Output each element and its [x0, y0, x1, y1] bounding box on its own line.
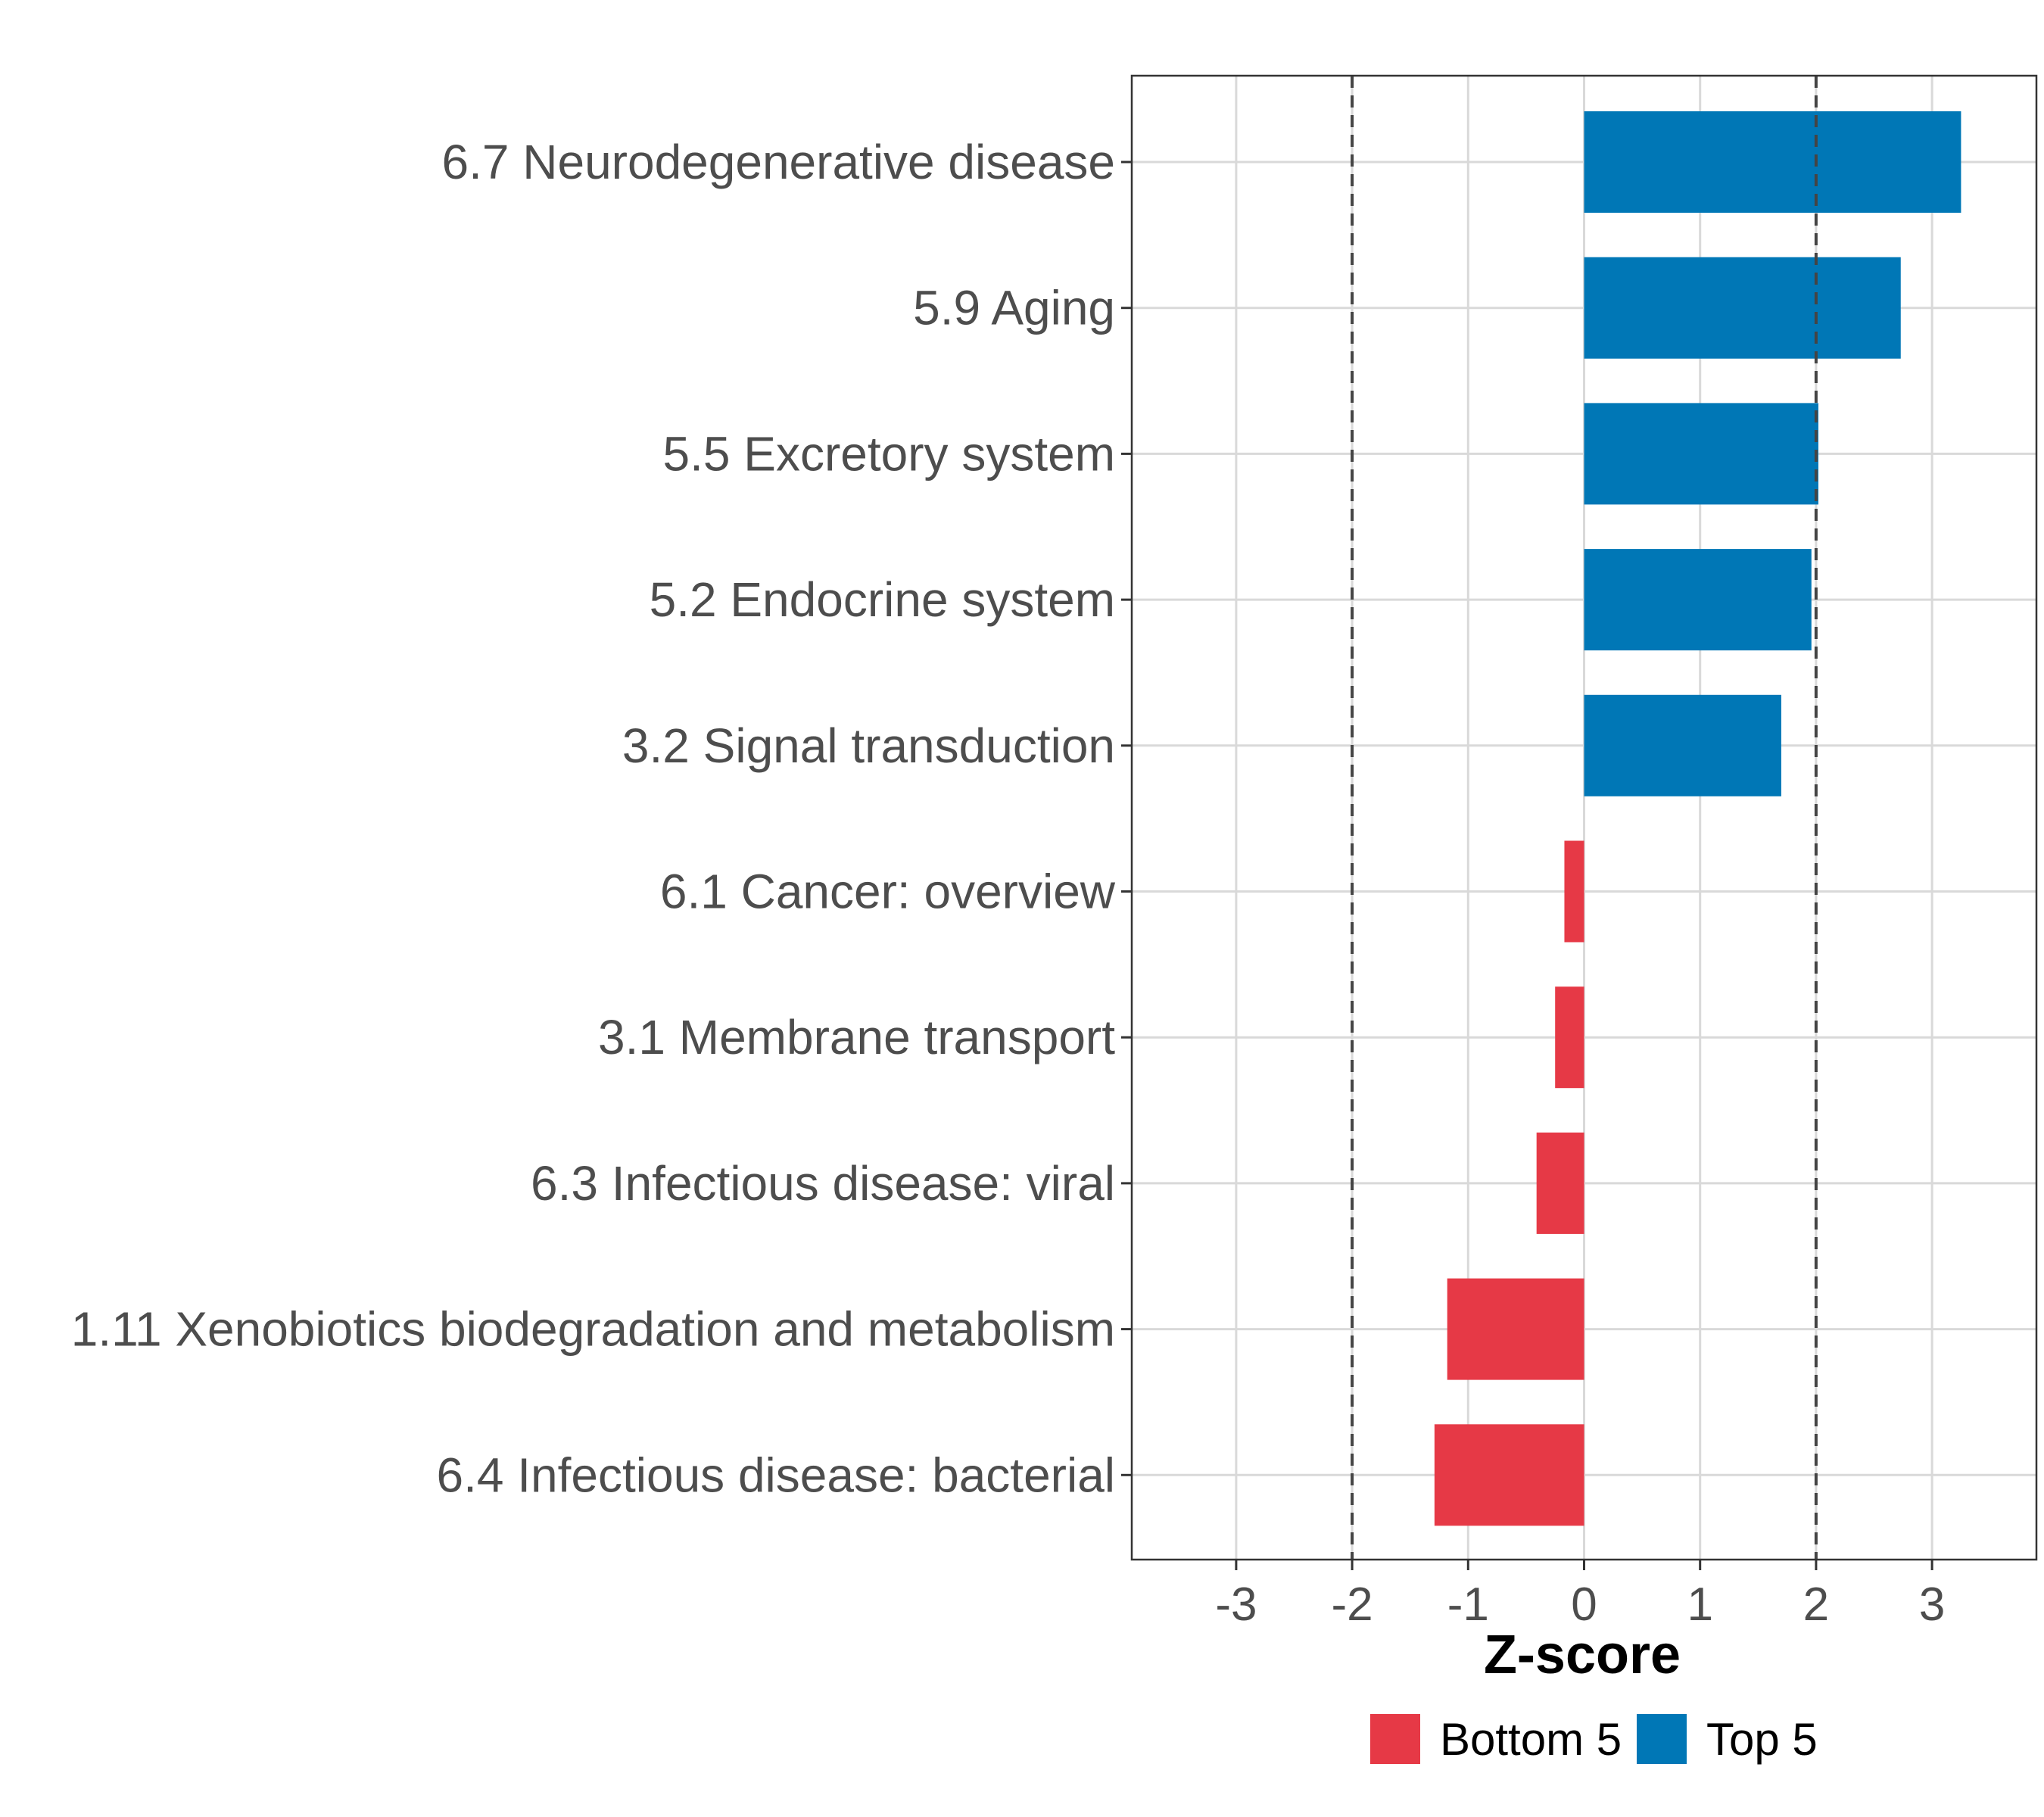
threshold-lines: [1351, 76, 1818, 1560]
x-tick-label: -2: [1332, 1579, 1373, 1631]
category-label: 3.1 Membrane transport: [598, 1010, 1115, 1064]
bar: [1434, 1424, 1584, 1526]
legend: Bottom 5 Top 5: [1370, 1714, 1818, 1765]
y-axis: 6.7 Neurodegenerative disease 5.9 Aging 5.…: [71, 135, 1132, 1502]
x-axis: -3 -2 -1 0 1 2 3: [1215, 1560, 1945, 1631]
x-tick-label: 0: [1571, 1579, 1597, 1631]
x-tick-label: -1: [1447, 1579, 1489, 1631]
legend-label: Bottom 5: [1440, 1714, 1622, 1765]
bar: [1584, 549, 1812, 651]
legend-label: Top 5: [1706, 1714, 1818, 1765]
bar: [1536, 1132, 1584, 1234]
category-label: 5.5 Excretory system: [663, 426, 1116, 481]
x-tick-label: 2: [1803, 1579, 1829, 1631]
bar: [1584, 111, 1961, 213]
category-label: 1.11 Xenobiotics biodegradation and meta…: [71, 1302, 1115, 1357]
legend-key: [1370, 1714, 1420, 1764]
x-tick-label: 3: [1919, 1579, 1945, 1631]
category-label: 3.2 Signal transduction: [622, 718, 1115, 773]
x-tick-label: 1: [1687, 1579, 1712, 1631]
category-label: 5.9 Aging: [913, 281, 1115, 335]
bar: [1584, 694, 1781, 796]
category-label: 6.1 Cancer: overview: [660, 865, 1116, 919]
category-label: 6.4 Infectious disease: bacterial: [436, 1448, 1115, 1502]
x-axis-title: Z-score: [1484, 1625, 1681, 1685]
category-label: 5.2 Endocrine system: [650, 572, 1115, 627]
bars: [1434, 111, 1961, 1526]
bar: [1584, 257, 1901, 359]
legend-key: [1637, 1714, 1687, 1764]
bar: [1584, 403, 1818, 505]
bar: [1564, 840, 1584, 943]
bar: [1447, 1278, 1584, 1380]
bar: [1555, 986, 1584, 1089]
category-label: 6.7 Neurodegenerative disease: [442, 135, 1116, 189]
x-tick-label: -3: [1215, 1579, 1257, 1631]
category-label: 6.3 Infectious disease: viral: [531, 1156, 1115, 1211]
